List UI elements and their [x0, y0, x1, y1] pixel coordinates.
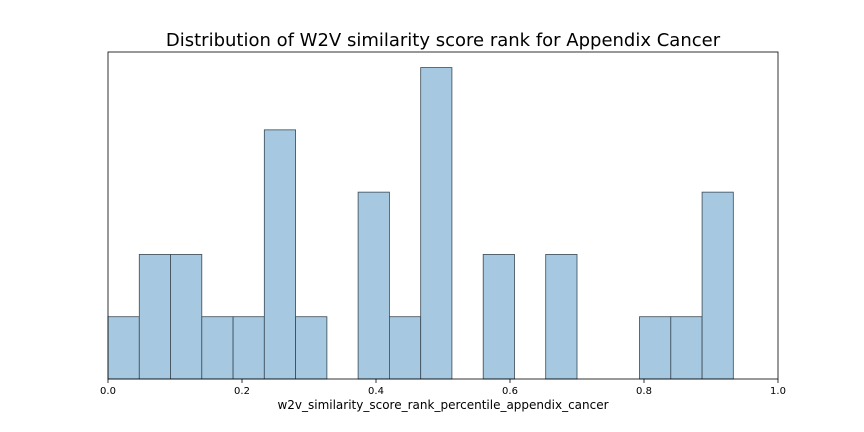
- histogram-bar: [670, 316, 703, 380]
- histogram-bar: [388, 316, 422, 380]
- histogram-bar: [295, 316, 328, 380]
- histogram-bar: [357, 191, 390, 380]
- histogram-bar: [138, 254, 171, 380]
- histogram-bar: [420, 67, 453, 380]
- x-tick-label: 0.6: [502, 386, 518, 397]
- x-axis-ticks: 0.0 0.2 0.4 0.6 0.8 1.0: [100, 379, 786, 397]
- x-tick-label: 0.2: [234, 386, 250, 397]
- chart-title: Distribution of W2V similarity score ran…: [166, 30, 721, 51]
- x-tick-label: 0.8: [636, 386, 652, 397]
- x-tick-label: 0.4: [368, 386, 384, 397]
- histogram-bar: [107, 316, 140, 380]
- bars-group: [107, 67, 734, 380]
- histogram-bar: [482, 254, 515, 380]
- histogram-bar: [263, 129, 297, 380]
- histogram-bar: [545, 254, 578, 380]
- histogram-bar: [170, 254, 203, 380]
- histogram-bar: [639, 316, 672, 380]
- histogram-bar: [201, 316, 234, 380]
- plot-frame: [107, 51, 779, 380]
- x-tick-label: 1.0: [770, 386, 786, 397]
- x-tick-label: 0.0: [100, 386, 116, 397]
- histogram-bar: [701, 191, 734, 380]
- x-axis-label: w2v_similarity_score_rank_percentile_app…: [277, 398, 608, 412]
- histogram-bar: [232, 316, 265, 380]
